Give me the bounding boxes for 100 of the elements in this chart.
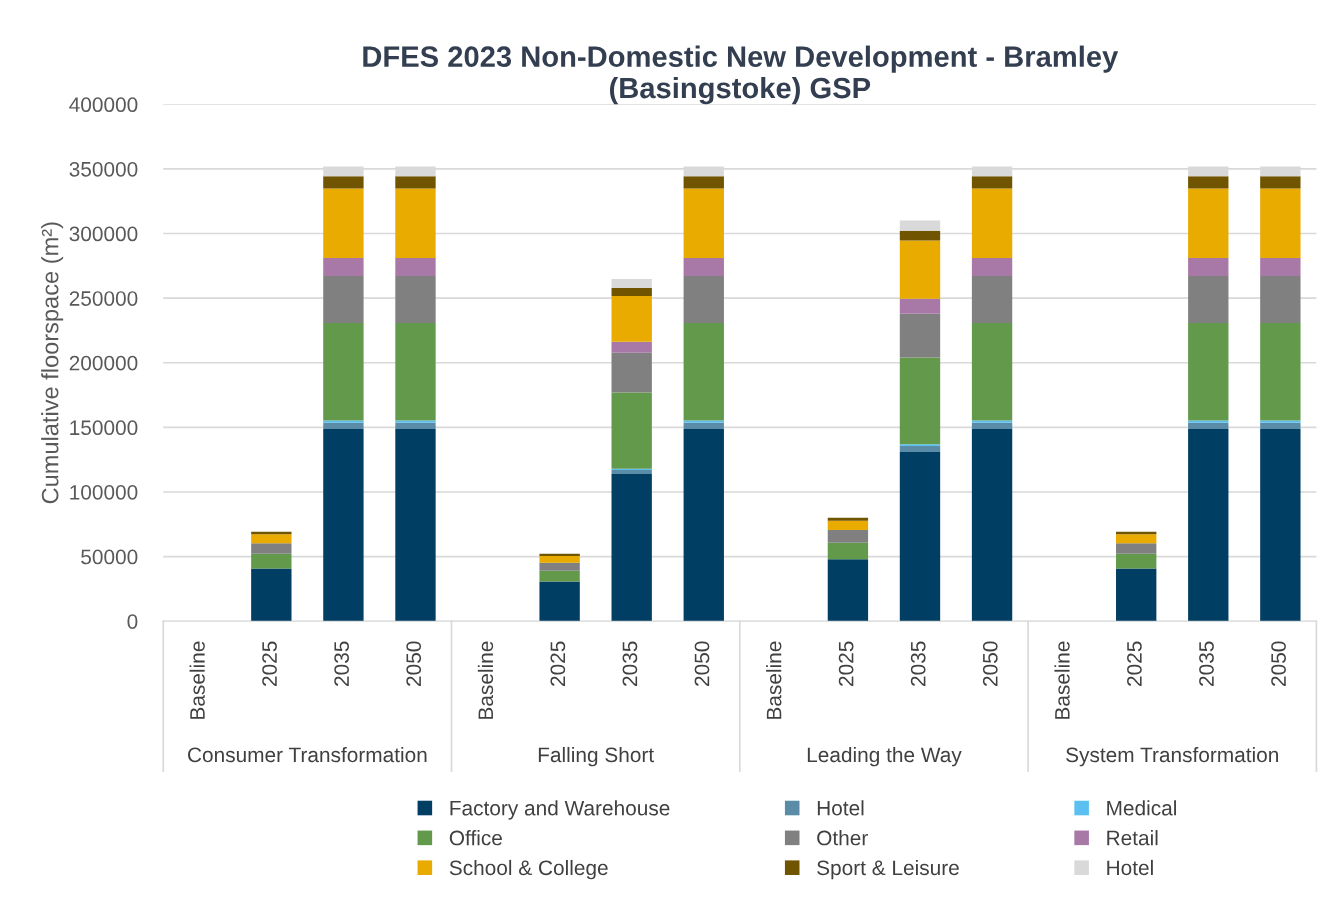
text: Consumer Transformation: [188, 746, 427, 763]
y-axis-title: Cumulative floorspace (m²): [41, 222, 64, 504]
bar: [1116, 553, 1157, 569]
text: Falling Short: [538, 746, 654, 767]
bar: [1188, 257, 1229, 277]
bar: [323, 428, 364, 622]
y-tick-label: 400000: [69, 97, 138, 113]
bar: [971, 323, 1013, 421]
legend-label: Retail: [1107, 830, 1158, 846]
x-tick-label: 2050: [694, 641, 710, 686]
bar: [611, 474, 652, 622]
bar: [395, 428, 436, 622]
bar: [539, 581, 580, 622]
bar: [395, 276, 436, 324]
bar: [395, 176, 436, 189]
bar: [251, 543, 292, 554]
y-tick-label: 100000: [70, 484, 138, 500]
bar: [683, 323, 724, 421]
x-tick-label: 2035: [1199, 641, 1214, 686]
legend-label: Sport & Leisure: [817, 859, 959, 880]
bar: [611, 392, 652, 469]
bar: [251, 534, 292, 544]
bar: [827, 520, 869, 531]
bar: [1260, 428, 1301, 622]
bar: [1188, 276, 1229, 324]
bar: [251, 568, 292, 622]
bar: [611, 288, 652, 297]
bar: [395, 188, 436, 258]
bar: [899, 445, 941, 452]
bar: [899, 230, 941, 241]
legend-label: Hotel: [817, 800, 864, 816]
x-tick-label: Baseline: [766, 641, 782, 719]
y-tick-label: 50000: [81, 549, 138, 565]
bar: [899, 357, 941, 445]
bar: [827, 542, 869, 560]
legend-label: Office: [449, 830, 502, 846]
bar: [323, 276, 364, 324]
x-tick-label: 2050: [982, 641, 998, 686]
bar: [1188, 428, 1229, 622]
bar: [683, 257, 724, 277]
bar: [1260, 323, 1301, 421]
x-tick-label: 2025: [262, 641, 277, 686]
bar: [1188, 188, 1229, 258]
x-tick-label: 2035: [334, 641, 349, 686]
x-tick-label: 2035: [910, 641, 926, 686]
x-tick-label: 2025: [1127, 641, 1142, 686]
bar: [323, 257, 364, 277]
legend-label: Medical: [1107, 800, 1176, 816]
bar: [539, 570, 580, 582]
bar: [827, 530, 869, 543]
bar: [251, 553, 292, 569]
bar: [611, 470, 652, 475]
y-tick-label: 300000: [69, 226, 138, 242]
bar: [323, 422, 364, 429]
legend-label: School & College: [449, 859, 608, 880]
bar: [395, 323, 436, 421]
bar: [611, 341, 652, 353]
bar: [395, 257, 436, 277]
y-tick-label: 0: [127, 614, 138, 629]
bar: [971, 188, 1013, 258]
x-tick-label: 2025: [550, 641, 566, 686]
y-tick-label: 150000: [70, 420, 138, 436]
bar: [395, 422, 436, 429]
chart-title: DFES 2023 Non-Domestic New Development - Bramley (Basingstoke) GSP: [363, 45, 1119, 105]
bar: [899, 313, 941, 358]
legend-label: Factory and Warehouse: [450, 800, 670, 820]
bar: [971, 276, 1013, 324]
bar: [1260, 422, 1301, 429]
bar: [899, 298, 941, 314]
x-tick-label: 2025: [838, 641, 854, 686]
y-tick-label: 250000: [69, 291, 138, 306]
bar: [683, 188, 724, 258]
bar: [827, 559, 869, 622]
bar: [899, 220, 941, 231]
bar: [1260, 188, 1301, 258]
bar: [1188, 176, 1229, 189]
bar: [611, 352, 652, 393]
bar: [971, 428, 1013, 622]
x-tick-label: 2035: [622, 641, 638, 686]
bar: [611, 279, 652, 289]
bar: [539, 562, 580, 571]
bar: [539, 556, 580, 563]
bar: [1188, 422, 1229, 429]
bar: [683, 422, 724, 429]
x-tick-label: 2050: [406, 641, 422, 686]
bar: [1260, 276, 1301, 324]
bar: [1188, 323, 1229, 421]
bar: [611, 296, 652, 342]
text: System Transformation: [1066, 746, 1278, 767]
bar: [323, 323, 364, 421]
bar: [323, 176, 364, 189]
bar: [827, 517, 869, 521]
bar: [1260, 176, 1301, 189]
bar: [899, 451, 941, 622]
text: Leading the Way: [807, 746, 962, 767]
bar: [971, 176, 1013, 189]
bar: [971, 422, 1013, 429]
y-tick-label: 200000: [69, 355, 138, 371]
bar: [971, 257, 1013, 277]
bar: [899, 240, 941, 299]
